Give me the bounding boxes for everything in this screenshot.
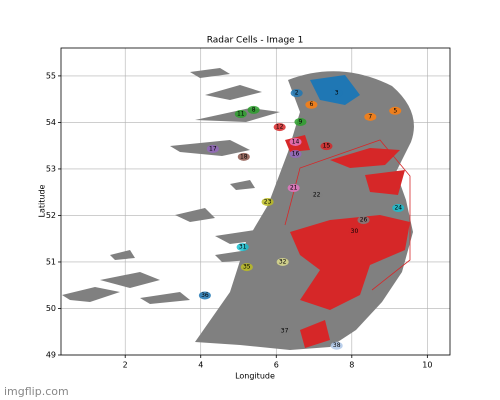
chart-title: Radar Cells - Image 1 <box>207 36 304 46</box>
cell <box>305 100 318 109</box>
cell-label: 18 <box>240 153 248 160</box>
x-tick-label: 4 <box>198 361 203 370</box>
cell <box>330 341 343 350</box>
cell <box>294 117 307 126</box>
x-tick-label: 10 <box>422 361 432 370</box>
cell <box>236 243 249 252</box>
cell <box>198 291 211 300</box>
x-tick-label: 2 <box>123 361 128 370</box>
cell <box>234 110 247 119</box>
cell-label: 22 <box>313 191 321 198</box>
cell <box>348 227 361 236</box>
cell-label: 7 <box>368 113 372 120</box>
cell <box>273 123 286 132</box>
y-tick-label: 51 <box>46 257 56 266</box>
cell-label: 35 <box>243 264 251 271</box>
cell <box>206 144 219 153</box>
watermark: imgflip.com <box>4 385 69 398</box>
cell-label: 6 <box>309 101 313 108</box>
cell <box>320 142 333 151</box>
cell-label: 23 <box>264 198 272 205</box>
cell-label: 30 <box>351 228 359 235</box>
cell-label: 26 <box>360 217 368 224</box>
cell <box>310 190 323 199</box>
cell <box>237 152 250 161</box>
y-tick-label: 52 <box>46 211 56 220</box>
cell <box>289 137 302 146</box>
cell-label: 11 <box>237 111 245 118</box>
cell-label: 17 <box>209 145 217 152</box>
cell-label: 9 <box>299 118 303 125</box>
y-tick-label: 55 <box>46 71 56 80</box>
cell <box>389 106 402 115</box>
cell-label: 37 <box>281 327 289 334</box>
cell-label: 31 <box>239 244 247 251</box>
cell <box>357 216 370 225</box>
cell <box>392 204 405 213</box>
cell-label: 38 <box>333 342 341 349</box>
cell <box>247 105 260 114</box>
cell <box>240 263 253 272</box>
boundary-line <box>284 139 411 291</box>
y-tick-label: 50 <box>46 304 56 313</box>
cell-label: 15 <box>323 143 331 150</box>
cell-label: 3 <box>335 90 339 97</box>
cell-label: 2 <box>295 90 299 97</box>
cell <box>289 150 302 159</box>
cell-label: 21 <box>290 185 298 192</box>
y-tick-label: 54 <box>46 118 56 127</box>
y-axis-label: Latitude <box>38 184 47 217</box>
cell-label: 16 <box>292 151 300 158</box>
cell <box>290 89 303 98</box>
x-tick-label: 6 <box>274 361 279 370</box>
cell <box>278 326 291 335</box>
cell <box>287 184 300 193</box>
cell-label: 8 <box>252 106 256 113</box>
cell-label: 24 <box>394 205 402 212</box>
x-tick-label: 8 <box>349 361 354 370</box>
cell <box>330 89 343 98</box>
cell <box>364 112 377 121</box>
y-tick-label: 49 <box>46 351 56 360</box>
y-tick-label: 53 <box>46 164 56 173</box>
cell-label: 14 <box>292 138 300 145</box>
axes-frame <box>60 47 451 356</box>
cell-label: 12 <box>276 124 284 131</box>
x-axis-label: Longitude <box>235 372 275 381</box>
cells: 2 356789111214151617182122232426303132353… <box>198 89 405 350</box>
cell <box>276 257 289 266</box>
cell-label: 36 <box>201 292 209 299</box>
cell-label: 5 <box>393 107 397 114</box>
cell-label: 32 <box>279 258 287 265</box>
plot-area: 2 356789111214151617182122232426303132353… <box>61 48 450 356</box>
cell <box>261 197 274 206</box>
